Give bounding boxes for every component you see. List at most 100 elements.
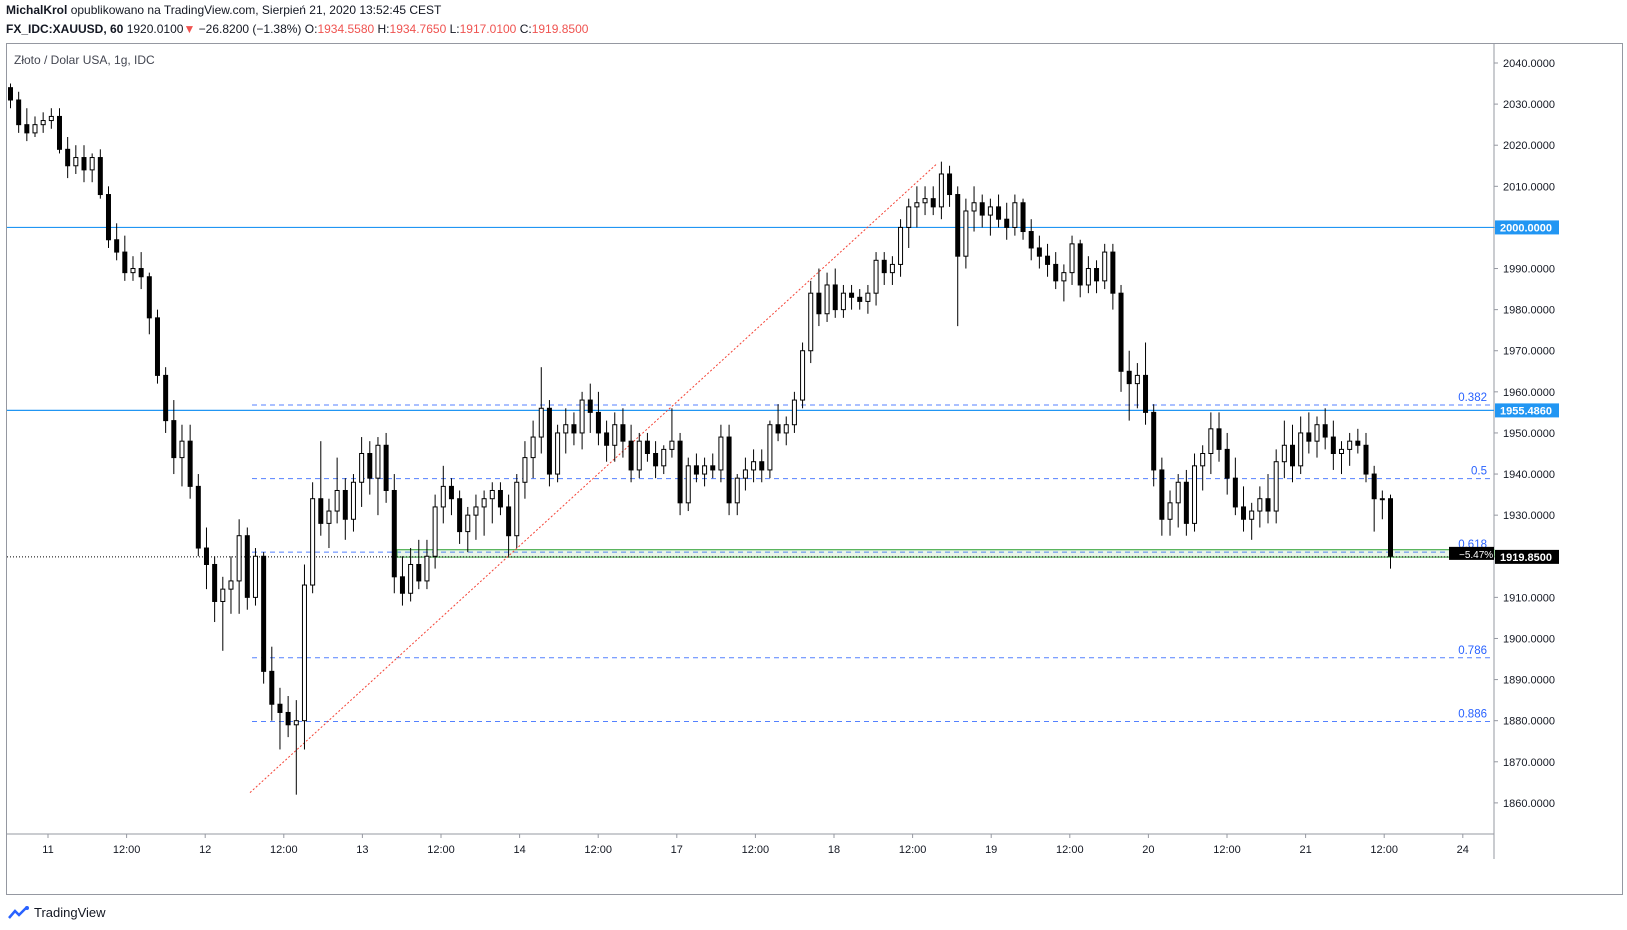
y-tick-label: 1950.0000 (1503, 428, 1555, 440)
candle-body (759, 461, 765, 471)
candle-body (408, 563, 414, 594)
candle-body (293, 720, 299, 726)
x-tick-label: 11 (42, 844, 53, 856)
candle-body (832, 284, 838, 311)
candle-body (114, 239, 120, 253)
candle-body (898, 226, 904, 265)
candle-body (1290, 444, 1296, 467)
x-tick-label: 20 (1142, 844, 1154, 856)
ohlc-legend: FX_IDC:XAUUSD, 60 1920.0100▼ −26.8200 (−… (6, 22, 588, 36)
candle-body (1028, 231, 1034, 249)
y-tick-label: 1880.0000 (1503, 716, 1555, 728)
open-label: O: (304, 22, 318, 36)
candle-body (571, 424, 577, 434)
candle-body (1020, 202, 1026, 233)
chart-title: Złoto / Dolar USA, 1g, IDC (14, 53, 155, 67)
candle-body (816, 292, 822, 315)
candle-body (1077, 243, 1083, 286)
y-tick-label: 2020.0000 (1503, 140, 1555, 152)
candle-body (97, 157, 103, 196)
candle-body (889, 263, 895, 274)
candle-body (1339, 448, 1345, 454)
x-tick-label: 12:00 (899, 844, 927, 856)
candle-body (334, 489, 340, 512)
level-price-tag (1495, 220, 1559, 235)
low-value: 1917.0100 (459, 22, 517, 36)
symbol-label: FX_IDC:XAUUSD, 60 (6, 22, 124, 36)
candle-body (81, 157, 87, 171)
candle-body (873, 259, 879, 294)
candle-body (857, 296, 863, 302)
author-name[interactable]: MichalKrol (6, 3, 68, 17)
candle-body (432, 506, 438, 557)
y-tick-label: 1860.0000 (1503, 798, 1555, 810)
x-tick-label: 12:00 (742, 844, 770, 856)
candle-body (702, 465, 708, 475)
x-tick-label: 19 (985, 844, 997, 856)
candle-body (971, 202, 977, 212)
candle-body (399, 576, 405, 594)
candle-body (587, 399, 593, 413)
change-value: −26.8200 (−1.38%) (198, 22, 302, 36)
candle-body (979, 202, 985, 216)
x-tick-label: 18 (828, 844, 840, 856)
fib-ratio-label: 0.5 (1471, 466, 1487, 478)
trend-line (249, 163, 938, 793)
candle-body (530, 436, 536, 459)
y-tick-label: 1990.0000 (1503, 264, 1555, 276)
x-tick-label: 13 (356, 844, 368, 856)
close-value: 1919.8500 (531, 22, 589, 36)
fib-ratio-label: 0.786 (1458, 645, 1487, 657)
candle-body (1094, 268, 1100, 282)
candle-body (947, 173, 953, 196)
footer-brand[interactable]: TradingView (8, 905, 106, 920)
x-tick-label: 12:00 (427, 844, 455, 856)
y-tick-label: 1890.0000 (1503, 675, 1555, 687)
candle-body (1151, 411, 1157, 471)
candle-body (1045, 255, 1051, 265)
x-tick-label: 12:00 (584, 844, 612, 856)
candle-body (653, 452, 659, 467)
candle-body (1330, 436, 1336, 454)
candle-body (497, 489, 503, 508)
candle-body (473, 506, 479, 516)
publish-text: opublikowano na TradingView.com, Sierpie… (70, 3, 442, 17)
candle-body (767, 424, 773, 471)
x-tick-label: 12:00 (1213, 844, 1241, 856)
tradingview-logo-icon (8, 905, 29, 919)
candle-body (171, 420, 177, 459)
candle-body (1241, 506, 1247, 520)
candle-body (187, 440, 193, 487)
candle-body (1363, 444, 1369, 475)
candle-body (1347, 440, 1353, 450)
candle-body (424, 555, 430, 582)
candle-body (644, 440, 650, 454)
candle-body (996, 206, 1002, 220)
x-tick-label: 12:00 (1056, 844, 1084, 856)
candle-body (1232, 477, 1238, 508)
level-price-label: 1955.4860 (1500, 405, 1552, 417)
candle-body (89, 157, 95, 171)
candle-body (154, 317, 160, 376)
candle-body (130, 268, 136, 274)
x-tick-label: 14 (513, 844, 525, 856)
candle-body (301, 584, 307, 722)
candle-body (963, 210, 969, 257)
candle-body (367, 452, 373, 479)
candle-body (481, 498, 487, 508)
x-tick-label: 12 (199, 844, 211, 856)
y-tick-label: 1870.0000 (1503, 757, 1555, 769)
candle-body (636, 440, 642, 471)
support-zone (396, 549, 1495, 558)
candle-body (881, 259, 887, 274)
candle-body (1314, 424, 1320, 442)
candle-body (620, 424, 626, 442)
y-tick-label: 1980.0000 (1503, 305, 1555, 317)
x-tick-label: 12:00 (1370, 844, 1398, 856)
candle-body (40, 120, 46, 126)
candle-body (1208, 428, 1214, 454)
candle-body (791, 399, 797, 426)
candle-body (1355, 440, 1361, 446)
candle-body (1126, 370, 1132, 385)
